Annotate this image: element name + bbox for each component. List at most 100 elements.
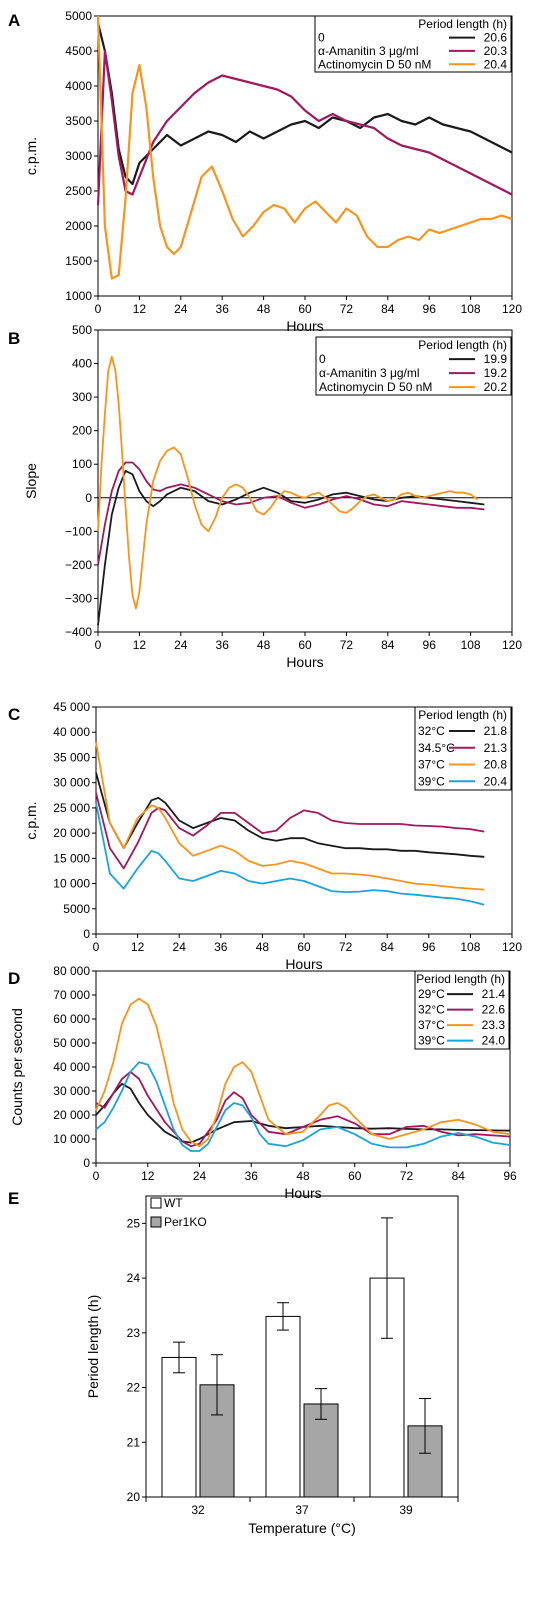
x-tick-label: 0	[95, 302, 102, 316]
legend-swatch	[150, 1216, 162, 1228]
series-line	[95, 742, 485, 891]
legend-period: 20.4	[484, 57, 508, 71]
x-axis-label: Temperature (°C)	[248, 1520, 356, 1536]
y-tick-label: −400	[65, 625, 92, 639]
y-tick-label: 200	[72, 424, 92, 438]
series-line	[95, 1061, 511, 1152]
y-tick-label: 80 000	[53, 964, 90, 978]
legend-period: 20.2	[484, 380, 508, 394]
series-line	[95, 792, 485, 870]
y-tick-label: 20	[127, 1490, 141, 1504]
x-tick-label: 120	[502, 940, 522, 954]
x-tick-label: 108	[461, 302, 481, 316]
legend-entry: 0	[318, 31, 325, 45]
x-tick-label: 0	[93, 940, 100, 954]
y-tick-label: 3500	[65, 114, 92, 128]
legend-title: Period length (h)	[418, 17, 507, 31]
y-tick-label: 25	[127, 1216, 141, 1230]
panel-letter: D	[8, 969, 20, 988]
x-tick-label: 39	[399, 1503, 413, 1517]
y-tick-label: 4000	[65, 79, 92, 93]
y-tick-label: −200	[65, 558, 92, 572]
y-axis-label: Period length (h)	[85, 1295, 101, 1399]
panel-letter: B	[8, 329, 20, 348]
x-tick-label: 0	[95, 638, 102, 652]
x-tick-label: 36	[216, 302, 230, 316]
legend-period: 24.0	[482, 1034, 506, 1048]
series-line	[97, 470, 485, 626]
x-tick-label: 12	[131, 940, 145, 954]
legend-period: 20.3	[484, 44, 508, 58]
y-tick-label: 23	[127, 1326, 141, 1340]
panel-letter: E	[8, 1189, 19, 1208]
y-tick-label: 0	[83, 927, 90, 941]
y-tick-label: 15 000	[53, 851, 90, 865]
y-tick-label: 22	[127, 1381, 141, 1395]
series-line	[96, 22, 513, 186]
series-line	[95, 1082, 511, 1144]
legend-period: 20.4	[484, 774, 508, 788]
legend-box	[314, 15, 512, 73]
legend-title: Period length (h)	[418, 338, 507, 352]
x-tick-label: 24	[174, 638, 188, 652]
x-tick-label: 12	[141, 1169, 155, 1183]
x-tick-label: 72	[339, 940, 353, 954]
x-tick-label: 24	[173, 940, 187, 954]
y-tick-label: 2000	[65, 219, 92, 233]
series-line	[95, 997, 511, 1148]
legend-entry: 39°C	[418, 774, 445, 788]
y-tick-label: 4500	[65, 44, 92, 58]
legend-period: 23.3	[482, 1018, 506, 1032]
legend-period: 21.8	[484, 724, 508, 738]
x-axis-label: Hours	[284, 1185, 321, 1201]
x-tick-label: 96	[422, 940, 436, 954]
x-axis-label: Hours	[285, 956, 322, 972]
legend-period: 22.6	[482, 1003, 506, 1017]
x-tick-label: 84	[381, 638, 395, 652]
legend-period: 19.9	[484, 352, 508, 366]
y-tick-label: −100	[65, 524, 92, 538]
y-tick-label: 1000	[65, 289, 92, 303]
y-tick-label: 1500	[65, 254, 92, 268]
x-tick-label: 48	[296, 1169, 310, 1183]
y-tick-label: 30 000	[53, 1084, 90, 1098]
legend-entry: 29°C	[418, 987, 445, 1001]
y-tick-label: 25 000	[53, 801, 90, 815]
y-tick-label: −300	[65, 591, 92, 605]
legend-entry: 32°C	[418, 1003, 445, 1017]
y-axis-label: Slope	[23, 463, 39, 499]
series-line	[96, 49, 513, 206]
x-tick-label: 120	[502, 638, 522, 652]
plot-frame	[145, 1195, 459, 1498]
legend-period: 19.2	[484, 366, 508, 380]
legend-swatch	[150, 1197, 162, 1209]
x-tick-label: 37	[295, 1503, 309, 1517]
y-tick-label: 300	[72, 390, 92, 404]
y-tick-label: 45 000	[53, 700, 90, 714]
y-tick-label: 0	[83, 1156, 90, 1170]
x-tick-label: 36	[214, 940, 228, 954]
series-line	[97, 355, 479, 610]
x-tick-label: 72	[340, 302, 354, 316]
y-tick-label: 60 000	[53, 1012, 90, 1026]
y-tick-label: 21	[127, 1435, 141, 1449]
x-tick-label: 120	[502, 302, 522, 316]
x-tick-label: 60	[297, 940, 311, 954]
x-tick-label: 48	[257, 638, 271, 652]
y-tick-label: 20 000	[53, 1108, 90, 1122]
y-axis-label: c.p.m.	[23, 137, 39, 175]
legend-title: Period length (h)	[418, 708, 507, 722]
x-tick-label: 60	[298, 638, 312, 652]
legend-period: 20.6	[484, 31, 508, 45]
x-tick-label: 24	[174, 302, 188, 316]
legend-entry: 34.5°C	[418, 741, 455, 755]
x-tick-label: 84	[452, 1169, 466, 1183]
y-tick-label: 100	[72, 457, 92, 471]
legend-entry: α-Amanitin 3 μg/ml	[318, 44, 419, 58]
x-tick-label: 72	[400, 1169, 414, 1183]
y-tick-label: 500	[72, 323, 92, 337]
x-axis-label: Hours	[286, 654, 323, 670]
y-tick-label: 5000	[65, 9, 92, 23]
x-axis-label: Hours	[286, 318, 323, 334]
